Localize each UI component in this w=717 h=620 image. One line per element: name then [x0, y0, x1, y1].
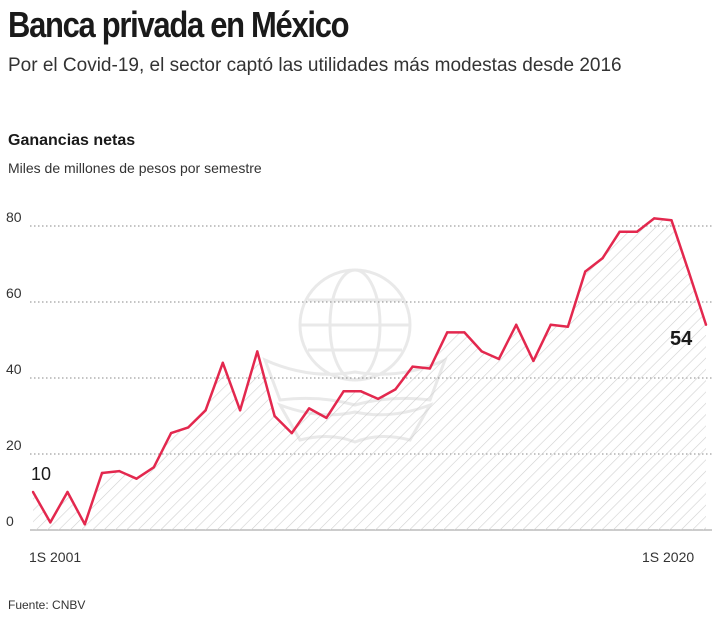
y-tick-label: 20: [6, 437, 22, 453]
data-point: [549, 323, 552, 326]
data-point: [428, 367, 432, 370]
data-point: [118, 469, 121, 473]
seal-watermark: [262, 268, 448, 444]
y-tick-label: 60: [6, 285, 22, 301]
data-point: [152, 466, 155, 469]
data-point: [670, 219, 673, 222]
data-point: [463, 331, 466, 334]
data-point: [566, 325, 570, 328]
data-point: [480, 350, 483, 353]
x-tick-label: 1S 2001: [29, 549, 81, 565]
units-label: Miles de millones de pesos por semestre: [8, 160, 262, 176]
chart-title: Banca privada en México: [8, 4, 350, 45]
y-tick-label: 80: [6, 209, 22, 225]
data-point: [497, 357, 501, 361]
annotation-first-value: 10: [31, 464, 51, 484]
data-point: [601, 257, 604, 260]
data-point: [307, 407, 311, 410]
source-note: Fuente: CNBV: [8, 598, 86, 612]
data-point: [49, 521, 52, 524]
data-point: [31, 490, 35, 494]
y-tick-label: 40: [6, 361, 22, 377]
data-point: [515, 323, 518, 326]
x-tick-label: 1S 2020: [642, 549, 694, 565]
chart-subtitle: Por el Covid-19, el sector captó las uti…: [8, 55, 622, 76]
area-fill: [33, 218, 706, 530]
data-point: [532, 359, 535, 363]
data-point: [100, 471, 104, 475]
data-point: [256, 350, 259, 353]
data-point: [394, 388, 397, 391]
data-point: [273, 414, 276, 418]
data-point: [584, 270, 587, 273]
data-point: [238, 409, 242, 412]
data-point: [342, 390, 345, 393]
data-point: [618, 230, 621, 233]
data-point: [290, 431, 293, 435]
data-point: [135, 477, 138, 480]
data-point: [635, 230, 639, 233]
data-point: [169, 431, 173, 435]
data-point: [325, 416, 328, 420]
data-point: [411, 365, 414, 368]
data-point: [687, 270, 690, 273]
section-title: Ganancias netas: [8, 132, 136, 149]
y-tick-label: 0: [6, 513, 14, 529]
data-point: [83, 523, 87, 526]
data-point: [653, 217, 656, 220]
data-point: [66, 490, 69, 494]
data-point: [359, 390, 363, 393]
data-point: [376, 397, 380, 401]
series-line: [31, 217, 708, 526]
data-point: [446, 331, 449, 334]
annotation-last-value: 54: [670, 328, 693, 350]
data-point: [704, 323, 708, 326]
data-point: [221, 361, 224, 364]
data-point: [187, 426, 190, 429]
data-point: [204, 409, 207, 412]
